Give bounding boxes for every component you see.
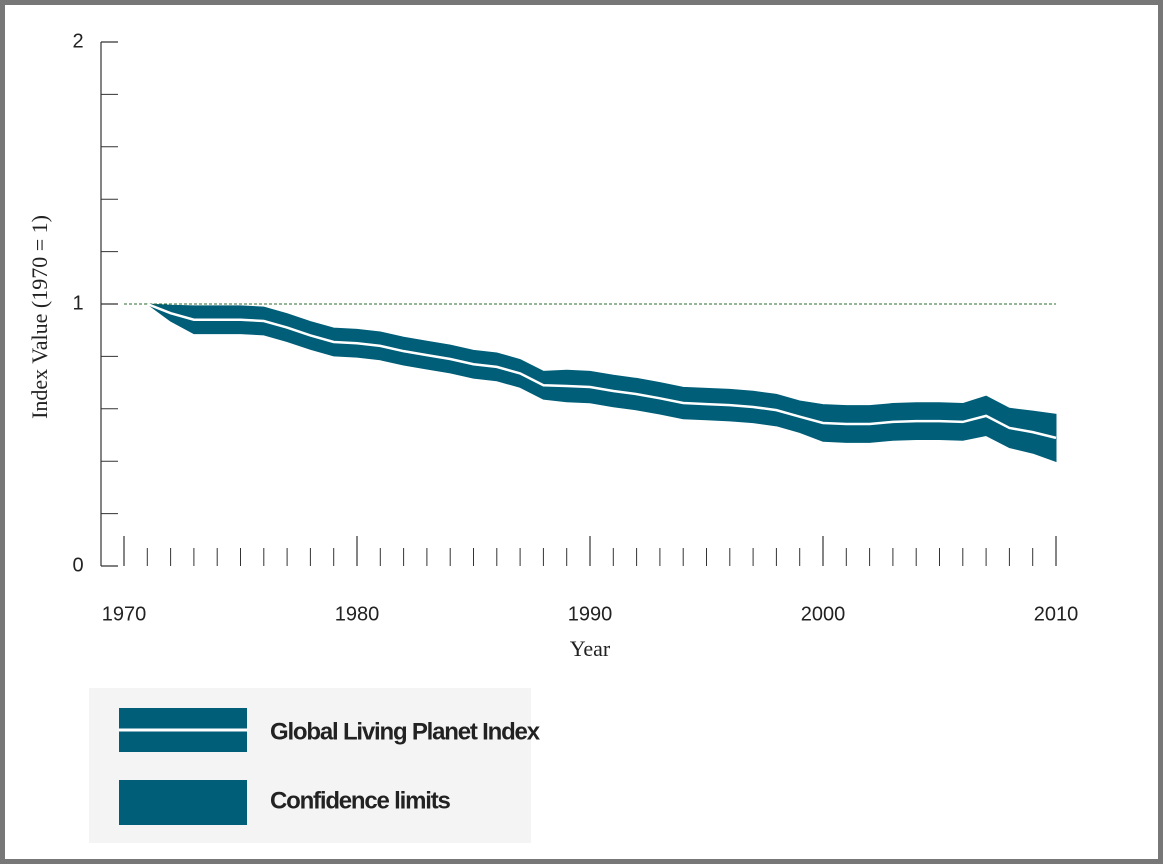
index-line — [146, 302, 1057, 440]
y-tick-label: 1 — [72, 292, 83, 314]
legend-swatch — [119, 780, 247, 825]
x-tick-label: 1980 — [335, 603, 380, 625]
x-tick-label: 1970 — [102, 603, 147, 625]
y-tick-label: 2 — [72, 30, 83, 52]
x-tick-label: 2000 — [801, 603, 846, 625]
x-tick-label: 1990 — [568, 603, 613, 625]
y-tick-label: 0 — [72, 554, 83, 576]
legend-label: Confidence limits — [270, 787, 450, 814]
legend-label: Global Living Planet Index — [270, 718, 541, 745]
y-axis-label: Index Value (1970 = 1) — [27, 215, 52, 419]
x-tick-label: 2010 — [1034, 603, 1079, 625]
x-axis-label: Year — [570, 636, 611, 661]
